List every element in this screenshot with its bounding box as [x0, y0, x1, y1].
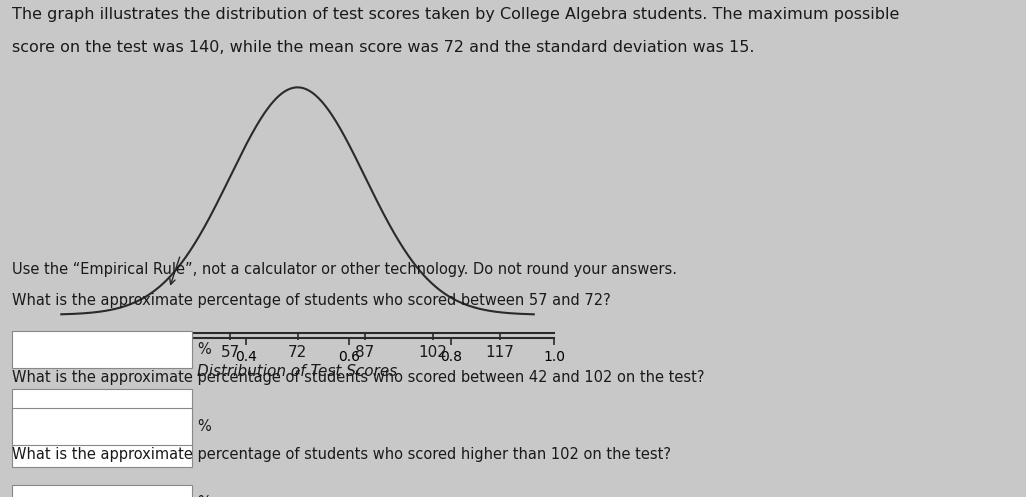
Text: score on the test was 140, while the mean score was 72 and the standard deviatio: score on the test was 140, while the mea…: [12, 40, 755, 55]
Text: %: %: [197, 419, 210, 434]
Text: %: %: [197, 496, 210, 497]
Text: Use the “Empirical Rule”, not a calculator or other technology. Do not round you: Use the “Empirical Rule”, not a calculat…: [12, 262, 677, 277]
X-axis label: Distribution of Test Scores: Distribution of Test Scores: [197, 364, 398, 379]
Text: The graph illustrates the distribution of test scores taken by College Algebra s: The graph illustrates the distribution o…: [12, 7, 900, 22]
Text: What is the approximate percentage of students who scored higher than 102 on the: What is the approximate percentage of st…: [12, 447, 671, 462]
Text: What is the approximate percentage of students who scored between 57 and 72?: What is the approximate percentage of st…: [12, 293, 611, 308]
Text: %: %: [197, 342, 210, 357]
Text: What is the approximate percentage of students who scored between 42 and 102 on : What is the approximate percentage of st…: [12, 370, 705, 385]
